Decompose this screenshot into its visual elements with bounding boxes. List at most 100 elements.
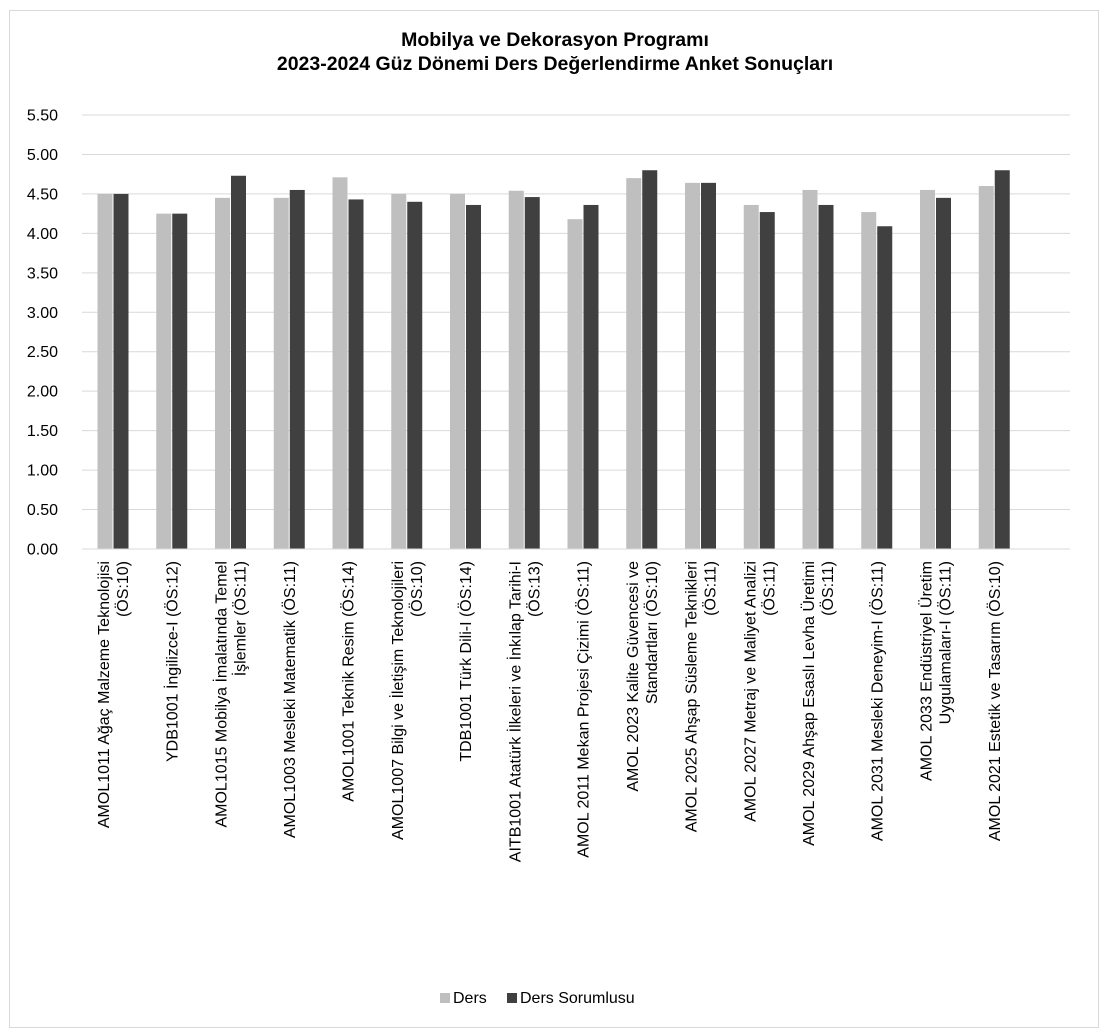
legend-label-ders: Ders <box>453 990 487 1007</box>
chart-title-line-1: Mobilya ve Dekorasyon Programı <box>401 29 709 51</box>
x-category-label-text: AMOL1011 Ağaç Malzeme Teknolojisi (ÖS:10) <box>96 561 132 828</box>
x-category-label-text: YDB1001 İngilizce-I (ÖS:12) <box>162 561 181 762</box>
legend: Ders Ders Sorumlusu <box>440 990 635 1007</box>
x-category-label: YDB1001 İngilizce-I (ÖS:12) <box>162 561 181 762</box>
x-category-label-line: AMOL 2029 Ahşap Esaslı Levha Üretimi <box>800 561 818 846</box>
x-category-label-line: (ÖS:11) <box>702 561 720 616</box>
x-category-label-line: AMOL1011 Ağaç Malzeme Teknolojisi <box>96 561 113 828</box>
x-category-label-line: (ÖS:13) <box>525 561 543 617</box>
x-category-label-line: AMOL 2027 Metraj ve Maliyet Analizi <box>742 561 759 822</box>
x-category-label-line: AMOL 2033 Endüstriyel Üretim <box>918 561 936 781</box>
x-category-label: AMOL 2029 Ahşap Esaslı Levha Üretimi (ÖS:… <box>800 561 837 846</box>
x-category-label-line: AMOL1015 Mobilya İmalatında Temel <box>212 561 231 828</box>
x-category-label: AMOL 2033 Endüstriyel Üretim Uygulamaları… <box>918 561 955 781</box>
x-category-label-line: (ÖS:10) <box>408 561 426 617</box>
x-category-label-line: AMOL1003 Mesleki Matematik (ÖS:11) <box>281 561 299 838</box>
x-category-label: AMOL1007 Bilgi ve İletişim Teknolojileri… <box>388 561 426 840</box>
bar-ders-sorumlusu <box>936 197 951 549</box>
bar-ders-sorumlusu <box>113 193 129 549</box>
x-category-label-text: AMOL 2033 Endüstriyel Üretim Uygulamaları… <box>918 561 955 781</box>
bar-ders-sorumlusu <box>583 204 599 549</box>
chart-title: Mobilya ve Dekorasyon Programı 2023-2024… <box>277 29 833 75</box>
y-tick-label: 1.00 <box>27 463 58 480</box>
x-category-label: AMOL 2021 Estetik ve Tasarım (ÖS:10) <box>986 561 1004 841</box>
x-category-label-line: Uygulamaları-I (ÖS:11) <box>937 561 955 724</box>
legend-label-ders-sorumlusu: Ders Sorumlusu <box>520 990 635 1007</box>
x-category-label: AITB1001 Atatürk İlkeleri ve İnkılap Tar… <box>505 561 543 862</box>
bar-chart: Mobilya ve Dekorasyon Programı 2023-2024… <box>27 29 1070 1007</box>
bar-ders-sorumlusu <box>642 170 658 549</box>
bar-ders <box>920 189 935 550</box>
x-category-label-text: AMOL1015 Mobilya İmalatında Temel İşlemle… <box>212 561 250 828</box>
bar-ders-sorumlusu <box>466 204 481 549</box>
x-category-label-line: İşlemler (ÖS:11) <box>231 561 250 676</box>
bar-ders-sorumlusu <box>348 199 364 549</box>
y-tick-label: 4.00 <box>27 226 58 243</box>
bar-ders-sorumlusu <box>289 189 305 550</box>
x-category-label-line: AMOL1001 Teknik Resim (ÖS:14) <box>340 561 358 802</box>
bar-ders <box>743 204 759 549</box>
chart-frame: Mobilya ve Dekorasyon Programı 2023-2024… <box>9 10 1099 1028</box>
x-category-label: TDB1001 Türk Dili-I (ÖS:14) <box>457 561 475 762</box>
y-tick-label: 3.50 <box>27 265 58 282</box>
bar-ders <box>626 178 642 550</box>
x-category-label-text: AMOL 2011 Mekan Projesi Çizimi (ÖS:11) <box>575 561 593 858</box>
x-category-label: AMOL 2031 Mesleki Deneyim-I (ÖS:11) <box>868 561 886 841</box>
y-tick-label: 5.50 <box>27 108 58 125</box>
x-category-label: AMOL1011 Ağaç Malzeme Teknolojisi (ÖS:10) <box>96 561 132 828</box>
x-category-label-line: TDB1001 Türk Dili-I (ÖS:14) <box>457 561 475 762</box>
x-category-label-text: AMOL 2031 Mesleki Deneyim-I (ÖS:11) <box>868 561 886 841</box>
bar-ders-sorumlusu <box>818 204 834 549</box>
x-category-label-line: Standartları (ÖS:10) <box>643 561 661 704</box>
y-tick-label: 0.00 <box>27 542 58 559</box>
bar-ders <box>156 213 172 550</box>
y-tick-label: 1.50 <box>27 423 58 440</box>
y-tick-label: 5.00 <box>27 147 58 164</box>
bar-ders-sorumlusu <box>877 226 893 549</box>
bar-ders <box>215 197 230 549</box>
x-category-label: AMOL 2011 Mekan Projesi Çizimi (ÖS:11) <box>575 561 593 858</box>
x-category-label: AMOL 2025 Ahşap Süsleme Teknikleri (ÖS:11… <box>684 561 720 832</box>
legend-swatch-ders-sorumlusu <box>507 993 517 1003</box>
y-tick-label: 3.00 <box>27 305 58 322</box>
x-category-label-line: AMOL 2021 Estetik ve Tasarım (ÖS:10) <box>986 561 1004 841</box>
x-category-label-text: AMOL1007 Bilgi ve İletişim Teknolojileri… <box>388 561 426 840</box>
bar-ders <box>332 177 348 549</box>
x-category-label: AMOL1001 Teknik Resim (ÖS:14) <box>340 561 358 802</box>
bar-ders-sorumlusu <box>407 201 423 550</box>
bars <box>97 170 1010 550</box>
x-category-label: AMOL 2027 Metraj ve Maliyet Analizi (ÖS:1… <box>742 561 778 822</box>
bar-ders <box>450 193 465 549</box>
bar-ders <box>861 212 877 550</box>
y-tick-label: 0.50 <box>27 502 58 519</box>
x-category-label-line: (ÖS:11) <box>819 561 837 616</box>
x-category-label-text: AITB1001 Atatürk İlkeleri ve İnkılap Tar… <box>505 561 543 862</box>
x-category-label: AMOL1003 Mesleki Matematik (ÖS:11) <box>281 561 299 838</box>
x-category-label-text: AMOL 2025 Ahşap Süsleme Teknikleri (ÖS:11… <box>684 561 720 832</box>
x-category-label-text: AMOL1001 Teknik Resim (ÖS:14) <box>340 561 358 802</box>
bar-ders-sorumlusu <box>701 182 716 549</box>
x-category-label-text: TDB1001 Türk Dili-I (ÖS:14) <box>457 561 475 762</box>
x-category-label-line: AMOL 2011 Mekan Projesi Çizimi (ÖS:11) <box>575 561 593 858</box>
x-axis-category-labels: AMOL1011 Ağaç Malzeme Teknolojisi (ÖS:10)… <box>96 561 1004 862</box>
bar-ders <box>685 182 700 549</box>
x-category-label: AMOL1015 Mobilya İmalatında Temel İşlemle… <box>212 561 250 828</box>
y-tick-label: 4.50 <box>27 186 58 203</box>
bar-ders <box>97 193 113 549</box>
bar-ders-sorumlusu <box>172 213 188 550</box>
x-category-label-text: AMOL 2021 Estetik ve Tasarım (ÖS:10) <box>986 561 1004 841</box>
x-category-label-line: (ÖS:10) <box>114 561 132 617</box>
y-tick-label: 2.00 <box>27 384 58 401</box>
bar-ders <box>391 193 407 549</box>
x-category-label-text: AMOL 2027 Metraj ve Maliyet Analizi (ÖS:1… <box>742 561 778 822</box>
x-category-label-text: AMOL 2029 Ahşap Esaslı Levha Üretimi (ÖS:… <box>800 561 837 846</box>
x-category-label-line: AMOL 2031 Mesleki Deneyim-I (ÖS:11) <box>868 561 886 841</box>
bar-ders-sorumlusu <box>524 197 540 549</box>
x-category-label-text: AMOL 2023 Kalite Güvencesi ve Standartlar… <box>625 561 661 792</box>
chart-title-line-2: 2023-2024 Güz Dönemi Ders Değerlendirme … <box>277 53 833 75</box>
x-category-label-line: YDB1001 İngilizce-I (ÖS:12) <box>162 561 181 762</box>
bar-ders <box>567 219 583 549</box>
bar-ders <box>273 197 289 549</box>
bar-ders-sorumlusu <box>231 175 246 549</box>
x-category-label-line: AMOL 2025 Ahşap Süsleme Teknikleri <box>684 561 701 832</box>
